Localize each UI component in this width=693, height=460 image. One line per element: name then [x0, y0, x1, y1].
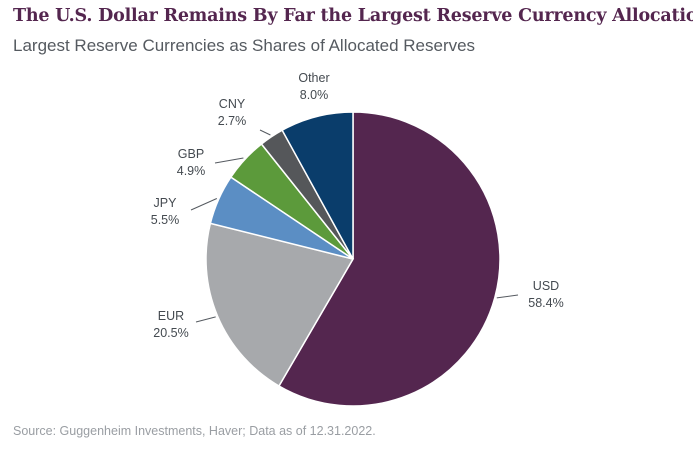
slice-label-eur: EUR: [158, 309, 184, 323]
slice-label-usd: USD: [533, 279, 559, 293]
slice-value-usd: 58.4%: [528, 296, 563, 310]
leader-line-jpy: [190, 198, 218, 211]
chart-subtitle: Largest Reserve Currencies as Shares of …: [13, 36, 476, 55]
slice-value-cny: 2.7%: [218, 114, 247, 128]
slice-label-cny: CNY: [219, 97, 246, 111]
slice-label-jpy: JPY: [154, 196, 178, 210]
leader-line-cny: [259, 129, 271, 136]
leader-line-eur: [195, 316, 216, 323]
slice-value-other: 8.0%: [300, 88, 329, 102]
slice-value-jpy: 5.5%: [151, 213, 180, 227]
leader-line-gbp: [214, 157, 244, 164]
slice-label-other: Other: [298, 71, 329, 85]
slice-value-eur: 20.5%: [153, 326, 188, 340]
leader-line-usd: [496, 294, 519, 299]
pie-slice-other: [281, 111, 354, 260]
source-note: Source: Guggenheim Investments, Haver; D…: [13, 424, 376, 438]
pie-slice-usd: [277, 111, 501, 407]
chart-title: The U.S. Dollar Remains By Far the Large…: [13, 6, 693, 26]
slice-value-gbp: 4.9%: [177, 164, 206, 178]
slice-label-gbp: GBP: [178, 147, 204, 161]
pie-slice-eur: [205, 222, 355, 388]
